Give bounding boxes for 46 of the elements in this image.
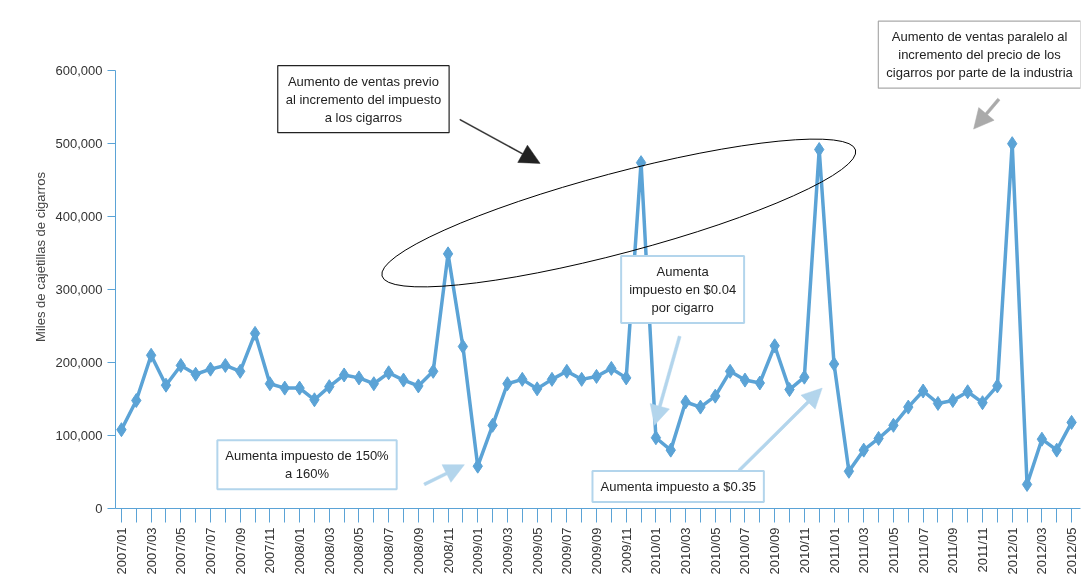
x-tick-label: 2010/05 <box>707 527 723 575</box>
x-tick-label: 2007/03 <box>143 527 159 575</box>
x-tick-label: 2007/09 <box>232 527 248 575</box>
x-tick-label: 2010/03 <box>678 527 694 575</box>
y-tick-label: 100,000 <box>55 428 103 444</box>
annotation: Aumento de ventas previo al incremento del impuesto a los cigarros <box>285 73 442 125</box>
y-tick-label: 300,000 <box>55 282 103 298</box>
x-tick-label: 2010/11 <box>796 527 812 574</box>
y-tick-label: 500,000 <box>55 136 103 152</box>
x-tick-label: 2010/09 <box>767 527 783 575</box>
x-tick-label: 2007/07 <box>203 527 219 575</box>
x-tick-label: 2009/09 <box>589 527 605 575</box>
y-tick-label: 200,000 <box>55 355 103 371</box>
x-tick-label: 2011/03 <box>856 527 872 574</box>
x-tick-label: 2010/01 <box>648 527 664 575</box>
x-tick-label: 2009/11 <box>618 527 634 574</box>
y-axis-title: Miles de cajetillas de cigarros <box>32 171 48 342</box>
x-tick-label: 2011/05 <box>885 527 901 574</box>
x-tick-label: 2011/09 <box>945 527 961 574</box>
x-tick-label: 2010/07 <box>737 527 753 575</box>
annotation: Aumenta impuesto de 150% a 160% <box>225 448 390 482</box>
x-tick-label: 2007/11 <box>262 527 278 574</box>
x-tick-label: 2007/05 <box>173 527 189 575</box>
x-tick-label: 2011/11 <box>975 527 991 573</box>
x-tick-label: 2008/11 <box>440 527 456 574</box>
x-tick-label: 2011/01 <box>826 527 842 574</box>
x-tick-label: 2009/05 <box>529 527 545 575</box>
x-tick-label: 2012/03 <box>1034 527 1050 575</box>
x-tick-label: 2009/07 <box>559 527 575 575</box>
x-tick-label: 2008/05 <box>351 527 367 575</box>
y-tick-label: 0 <box>95 501 103 516</box>
x-tick-label: 2007/01 <box>113 527 129 575</box>
annotation: Aumento de ventas paralelo al incremento del precio de los cigarros por parte de la industria <box>886 29 1074 81</box>
x-tick-label: 2009/03 <box>499 527 515 575</box>
x-tick-label: 2008/09 <box>410 527 426 575</box>
x-tick-label: 2008/01 <box>292 527 308 575</box>
annotation: Aumenta impuesto a $0.35 <box>600 479 756 495</box>
y-tick-label: 600,000 <box>55 63 103 79</box>
x-tick-label: 2012/05 <box>1064 527 1080 575</box>
x-tick-label: 2011/07 <box>915 527 931 574</box>
x-tick-label: 2012/01 <box>1004 527 1020 575</box>
y-tick-label: 400,000 <box>55 209 103 225</box>
x-tick-label: 2008/03 <box>321 527 337 575</box>
annotation: Aumenta impuesto en $0.04 por cigarro <box>629 264 737 316</box>
x-tick-label: 2008/07 <box>381 527 397 575</box>
x-tick-label: 2009/01 <box>470 527 486 575</box>
